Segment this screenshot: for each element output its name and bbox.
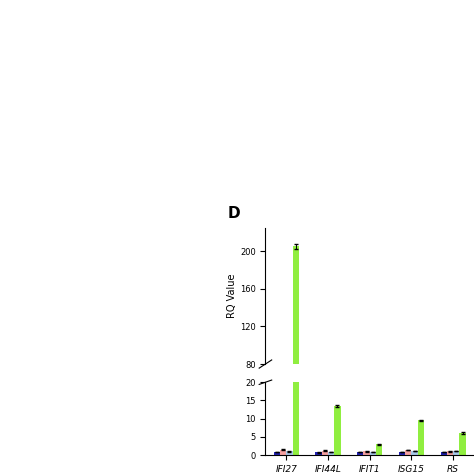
Bar (316, 453, 322, 455)
Bar (292, 0, 299, 455)
Bar (357, 452, 364, 455)
Bar (370, 452, 376, 455)
Bar (292, 246, 299, 439)
Bar (418, 420, 424, 455)
Bar (447, 451, 453, 455)
Bar (405, 450, 411, 455)
Bar (459, 434, 465, 439)
Bar (370, 438, 376, 439)
Bar (334, 427, 340, 439)
Bar (328, 452, 334, 455)
Bar (274, 438, 280, 439)
Bar (286, 451, 292, 455)
Bar (459, 433, 465, 455)
Bar (376, 444, 382, 455)
Bar (399, 452, 405, 455)
Bar (441, 438, 447, 439)
Bar (418, 430, 424, 439)
Bar (322, 438, 328, 439)
Bar (447, 438, 453, 439)
Y-axis label: RQ Value: RQ Value (227, 273, 237, 318)
Bar (286, 438, 292, 439)
Bar (364, 438, 370, 439)
Bar (453, 438, 459, 439)
Bar (441, 452, 447, 455)
Bar (322, 451, 328, 455)
Bar (364, 451, 370, 455)
Bar (405, 438, 411, 439)
Bar (453, 451, 459, 455)
Bar (357, 438, 364, 439)
Bar (280, 438, 286, 439)
Bar (411, 451, 418, 455)
Bar (328, 438, 334, 439)
Bar (334, 406, 340, 455)
Bar (411, 438, 418, 439)
Bar (274, 452, 280, 455)
Bar (280, 449, 286, 455)
Bar (376, 437, 382, 439)
Text: D: D (228, 206, 240, 221)
Bar (399, 438, 405, 439)
